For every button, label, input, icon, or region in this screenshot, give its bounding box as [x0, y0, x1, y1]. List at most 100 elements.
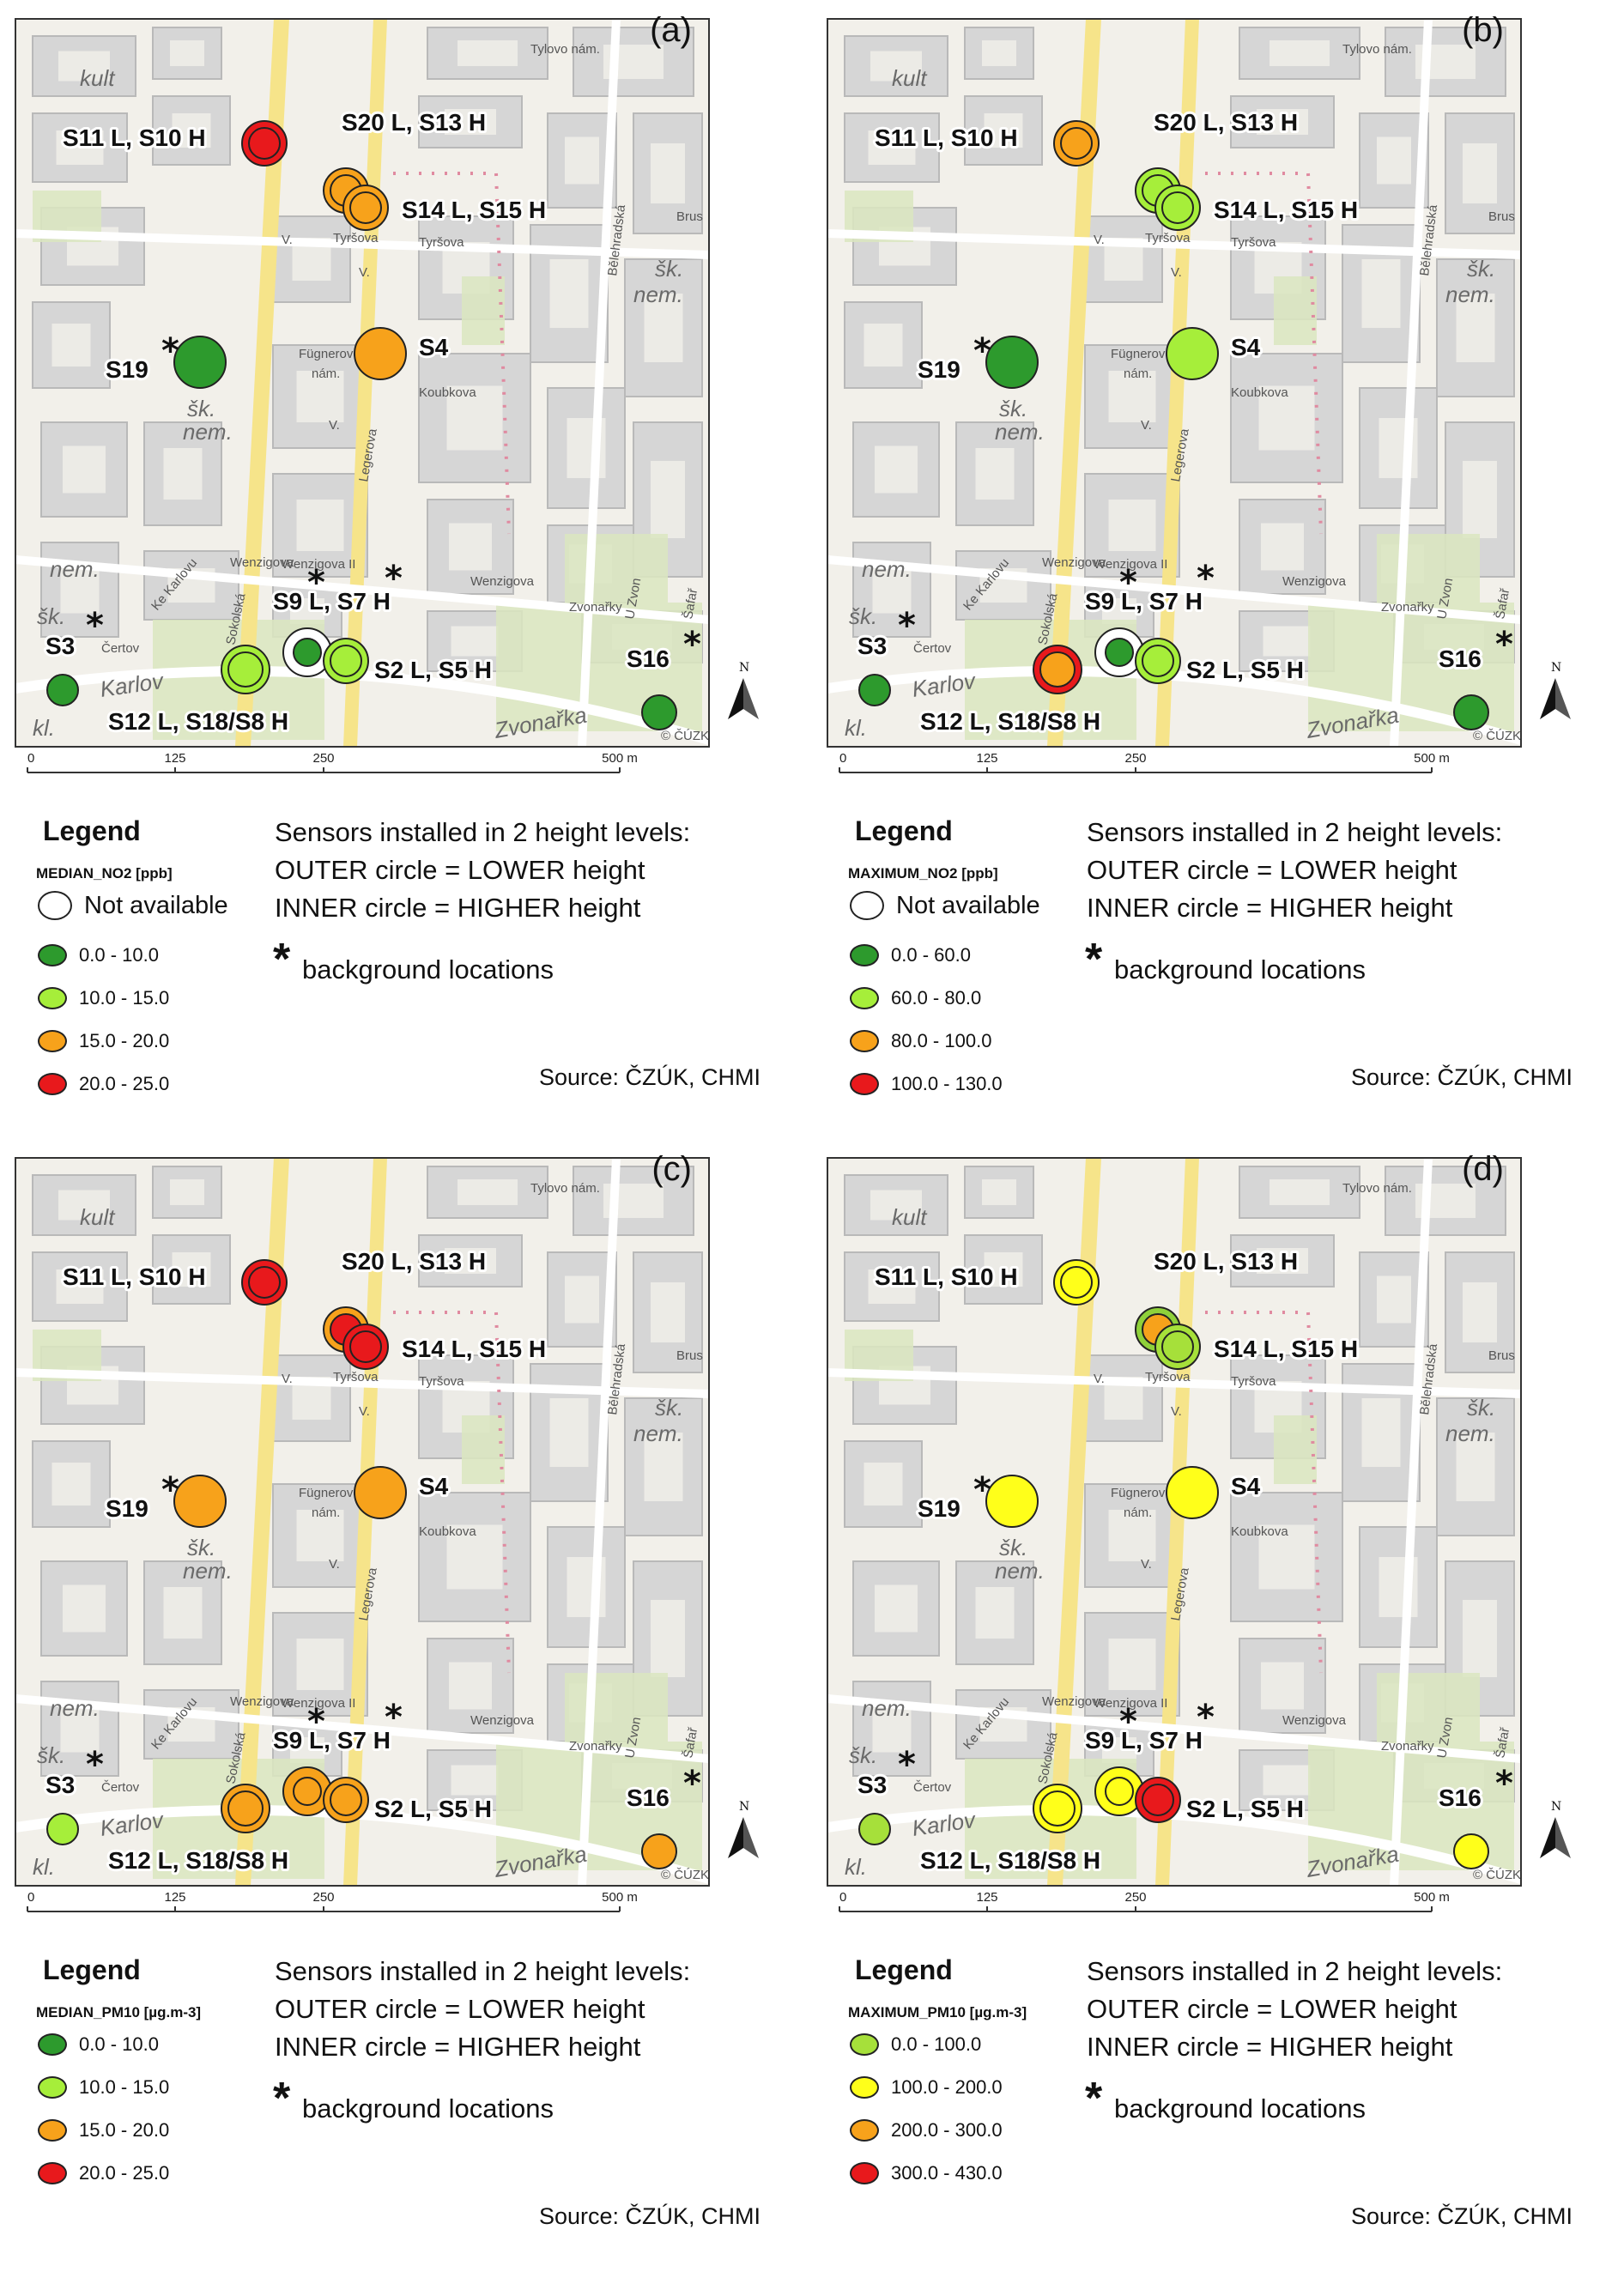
sensor-marker-outer[interactable]	[641, 694, 677, 730]
belehradska-road	[578, 1157, 621, 1887]
sensor-marker-inner[interactable]	[227, 651, 264, 688]
sensor-marker-outer[interactable]	[985, 336, 1039, 389]
street-label: Čertov	[101, 641, 140, 656]
street-label: nem.	[183, 1558, 233, 1584]
north-label: N	[1551, 661, 1561, 675]
street-label: nem.	[862, 1695, 912, 1721]
street-label: Tyršova	[419, 235, 464, 250]
map-courtyard	[58, 1190, 110, 1221]
sensor-marker-outer[interactable]	[354, 327, 407, 380]
map-courtyard	[1261, 523, 1304, 571]
map-green-area	[565, 1673, 668, 1742]
sensor-marker-inner[interactable]	[1142, 645, 1174, 677]
sensor-marker-outer[interactable]	[173, 1475, 227, 1528]
sensor-marker-outer[interactable]	[173, 336, 227, 389]
sensor-marker-inner[interactable]	[248, 127, 281, 160]
map-courtyard	[1258, 1524, 1315, 1590]
panel-letter: (c)	[651, 1150, 692, 1188]
sensor-marker-inner[interactable]	[1161, 191, 1194, 224]
sensor-marker-outer[interactable]	[985, 1475, 1039, 1528]
street-label: Fügnerovo	[1111, 347, 1173, 361]
sensor-marker-inner[interactable]	[330, 645, 362, 677]
sensor-marker-inner[interactable]	[1060, 127, 1093, 160]
background-star: *	[973, 1470, 991, 1510]
legend-note-line: INNER circle = HIGHER height	[275, 893, 641, 923]
street-label: Tyršova	[1145, 1370, 1191, 1384]
sensor-marker-inner[interactable]	[227, 1790, 264, 1827]
map-courtyard	[565, 136, 599, 185]
sensor-marker-outer[interactable]	[858, 1813, 891, 1845]
panel-letter: (b)	[1462, 11, 1504, 49]
sensor-marker-inner[interactable]	[1039, 651, 1076, 688]
sensor-marker-inner[interactable]	[1105, 638, 1134, 667]
legend-swatch	[850, 2119, 879, 2142]
sensor-marker-outer[interactable]	[1453, 1833, 1489, 1869]
street-label: nem.	[1445, 282, 1495, 307]
sensor-label: S2 L, S5 H	[1186, 657, 1304, 683]
map-panel-b: Tyršova Tyršova Rum Tylovo nám. Fügnerovo nám…	[812, 0, 1624, 1139]
sensor-marker-inner[interactable]	[1161, 1330, 1194, 1363]
scale-tick-label: 125	[976, 751, 997, 766]
street-label: šk.	[1467, 256, 1495, 282]
scale-tick-label: 500 m	[602, 1890, 638, 1905]
sensor-label: S3	[45, 1772, 75, 1798]
map-courtyard	[868, 130, 916, 165]
sensor-marker-outer[interactable]	[1453, 694, 1489, 730]
scale-bar: 0 125 250 500 m	[27, 751, 638, 773]
map-courtyard	[172, 1252, 211, 1287]
sensor-marker-outer[interactable]	[1166, 1466, 1219, 1519]
sensor-marker-inner[interactable]	[293, 638, 322, 667]
sensor-marker-outer[interactable]	[641, 1833, 677, 1869]
sensor-marker-inner[interactable]	[349, 1330, 382, 1363]
sensor-marker-inner[interactable]	[293, 1777, 322, 1806]
sensor-marker-outer[interactable]	[46, 1813, 79, 1845]
sensor-marker-outer[interactable]	[858, 674, 891, 706]
map-courtyard	[446, 385, 503, 451]
map-green-area	[1377, 534, 1480, 603]
legend-swatch	[38, 1073, 67, 1095]
sensor-marker-outer[interactable]	[354, 1466, 407, 1519]
street-label: Tyršova	[1231, 1374, 1276, 1389]
map-courtyard	[445, 109, 496, 135]
sensor-marker-inner[interactable]	[1060, 1266, 1093, 1299]
legerova-road	[343, 18, 387, 748]
tram-line	[1205, 172, 1323, 535]
sensor-marker-inner[interactable]	[1142, 1784, 1174, 1816]
street-label: V.	[282, 1372, 293, 1386]
street-label: Šafař	[1493, 1725, 1512, 1759]
map-block	[573, 1166, 694, 1236]
legend-swatch	[850, 2033, 879, 2056]
street-label: V.	[1171, 1404, 1182, 1419]
sensor-label: S19	[918, 1495, 960, 1522]
street-label: Rum	[1166, 1251, 1194, 1266]
sensor-marker-outer[interactable]	[46, 674, 79, 706]
legend-class-label: 0.0 - 100.0	[891, 2033, 982, 2055]
sensor-marker-inner[interactable]	[1105, 1777, 1134, 1806]
map-courtyard	[982, 40, 1016, 66]
street-label: Koubkova	[1231, 385, 1288, 400]
map-frame	[827, 18, 1522, 748]
legend-class: Not available	[38, 891, 228, 920]
map-svg: Tyršova Tyršova Rum Tylovo nám. Fügnerovo nám…	[15, 1150, 759, 1912]
legend-title: Legend	[855, 1954, 953, 1985]
sensor-marker-inner[interactable]	[349, 191, 382, 224]
north-label: N	[739, 1800, 749, 1814]
legend-swatch	[850, 987, 879, 1009]
legend-note-line: Sensors installed in 2 height levels:	[1087, 1956, 1503, 1986]
sensor-label: S16	[627, 645, 670, 672]
legend-class: 20.0 - 25.0	[38, 2160, 169, 2186]
legend-note-line: INNER circle = HIGHER height	[1087, 893, 1453, 923]
sensor-label: S11 L, S10 H	[63, 124, 206, 151]
map-courtyard	[864, 324, 903, 367]
map-green-area	[462, 276, 505, 345]
map-courtyard	[52, 324, 91, 367]
sensor-marker-inner[interactable]	[1039, 1790, 1076, 1827]
sensor-marker-inner[interactable]	[330, 1784, 362, 1816]
legend-class-label: 200.0 - 300.0	[891, 2119, 1003, 2141]
map-courtyard	[56, 1269, 104, 1304]
sensor-marker-inner[interactable]	[248, 1266, 281, 1299]
map-courtyard	[296, 1639, 344, 1690]
map-courtyard	[984, 1252, 1023, 1287]
sensor-marker-outer[interactable]	[1166, 327, 1219, 380]
map-courtyard	[975, 1587, 1015, 1639]
